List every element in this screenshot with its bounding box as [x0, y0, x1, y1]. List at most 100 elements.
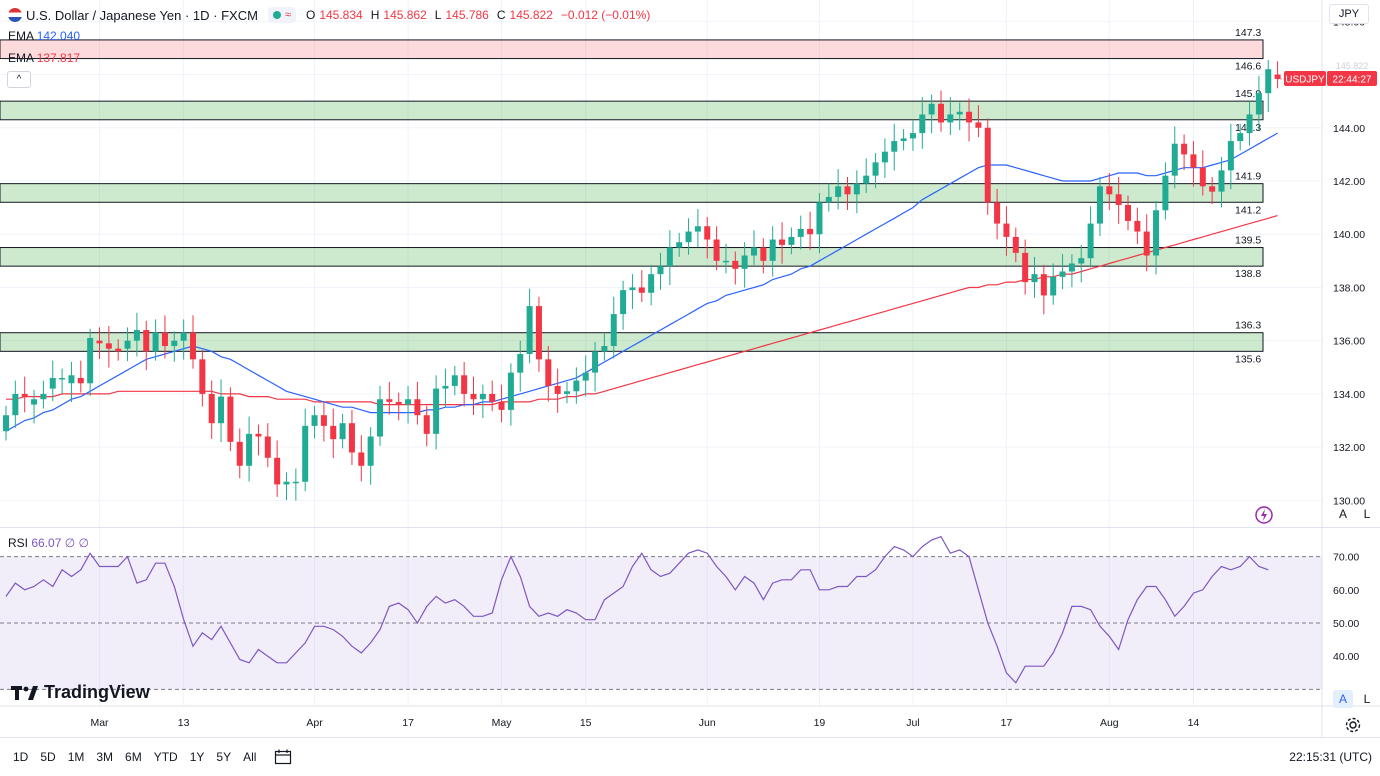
zone-1	[0, 100, 1264, 121]
candle	[1237, 123, 1244, 151]
candle-body	[1059, 271, 1066, 277]
candle	[545, 346, 552, 402]
calendar-icon[interactable]	[274, 749, 292, 765]
candle	[59, 368, 66, 394]
candle	[311, 405, 318, 439]
candle-body	[320, 415, 327, 426]
ema-fast-legend[interactable]: EMA 142.040	[8, 29, 80, 43]
currency-selector[interactable]: JPY	[1329, 4, 1369, 24]
zone-bottom-label: 141.2	[1235, 204, 1261, 216]
timeframe-button-1y[interactable]: 1Y	[189, 750, 205, 764]
candle	[975, 105, 982, 138]
log-scale-button[interactable]: L	[1363, 507, 1371, 521]
timeframe-button-ytd[interactable]: YTD	[153, 750, 178, 764]
time-tick-label: 19	[814, 717, 826, 729]
zone-3	[0, 247, 1264, 267]
candle-body	[77, 377, 84, 384]
candle-body	[3, 415, 9, 432]
rsi-auto-scale-button[interactable]: A	[1333, 690, 1353, 708]
timeframe-button-6m[interactable]: 6M	[125, 750, 142, 764]
tradingview-logo[interactable]: TradingView	[11, 682, 150, 703]
candle-body	[919, 114, 926, 134]
timeframe-button-5d[interactable]: 5D	[40, 750, 56, 764]
price-tick-label: 140.00	[1333, 229, 1365, 241]
zone-2	[0, 183, 1264, 203]
candle	[1031, 256, 1038, 298]
candle-body	[938, 103, 944, 123]
rsi-legend[interactable]: RSI 66.07 ∅ ∅	[8, 536, 89, 550]
rsi-log-scale-button[interactable]: L	[1363, 692, 1371, 706]
candle-body	[1125, 204, 1131, 221]
candle	[1218, 157, 1225, 208]
candle	[433, 375, 440, 450]
zone-bottom-label: 146.6	[1235, 61, 1261, 73]
candle-body	[797, 228, 804, 237]
candle-body	[638, 287, 645, 293]
candle	[1171, 126, 1178, 189]
time-tick-label: May	[492, 717, 513, 729]
candle	[489, 380, 496, 412]
candle-body	[881, 151, 888, 163]
price-tick-label: 134.00	[1333, 389, 1365, 401]
timeframe-button-3m[interactable]: 3M	[96, 750, 114, 764]
candle-body	[1265, 69, 1272, 94]
zone-4	[0, 332, 1264, 352]
candle-body	[685, 231, 692, 243]
candle	[1087, 206, 1094, 268]
candle	[348, 409, 355, 465]
candle	[143, 320, 150, 371]
candle	[1265, 59, 1272, 113]
timeframe-button-all[interactable]: All	[243, 750, 257, 764]
close-label: C	[496, 8, 506, 22]
candle	[816, 192, 823, 254]
timeframe-button-5y[interactable]: 5Y	[216, 750, 232, 764]
candle	[713, 226, 720, 271]
timeframe-button-1d[interactable]: 1D	[13, 750, 29, 764]
rsi-line	[5, 535, 1269, 684]
candle	[657, 252, 664, 290]
candle	[302, 408, 309, 492]
candle-body	[779, 239, 786, 245]
candle	[769, 226, 776, 277]
candle	[190, 315, 196, 369]
zone-0	[0, 39, 1264, 60]
zone-top-label: 141.9	[1235, 171, 1261, 183]
timeframe-button-1m[interactable]: 1M	[67, 750, 85, 764]
candle	[1181, 134, 1188, 171]
auto-scale-button[interactable]: A	[1338, 507, 1347, 521]
candle	[124, 327, 131, 362]
candle-body	[1274, 74, 1281, 79]
candle-body	[666, 247, 673, 267]
candle-body	[96, 340, 103, 344]
candle	[105, 326, 112, 368]
time-tick-label: 13	[178, 717, 190, 729]
candle	[956, 102, 963, 131]
candle-body	[545, 359, 552, 386]
candle-body	[1078, 258, 1085, 264]
market-status-pill[interactable]: ≈	[267, 7, 296, 23]
candle	[947, 97, 954, 135]
gear-icon[interactable]	[1344, 716, 1362, 734]
candle	[648, 264, 655, 306]
symbol-title[interactable]: U.S. Dollar / Japanese Yen · 1D · FXCM	[26, 7, 258, 23]
lightning-icon[interactable]	[1254, 505, 1274, 525]
time-tick-label: 17	[1001, 717, 1013, 729]
candle-body	[1153, 210, 1160, 256]
candle	[676, 232, 683, 257]
candle-body	[1068, 263, 1075, 272]
rsi-label: RSI	[8, 536, 29, 550]
candle-body	[311, 415, 318, 426]
ema-slow-legend[interactable]: EMA 137.817	[8, 51, 80, 65]
candle-body	[395, 401, 402, 405]
ema-slow-value: 137.817	[36, 51, 81, 65]
candle-body	[367, 436, 374, 466]
candle	[704, 216, 711, 259]
utc-clock[interactable]: 22:15:31 (UTC)	[1289, 750, 1372, 764]
market-open-icon	[272, 11, 281, 19]
candle-body	[414, 399, 421, 416]
collapse-legend-button[interactable]: ^	[7, 71, 31, 88]
candle-body	[657, 266, 664, 275]
candle-body	[1040, 274, 1047, 296]
candle	[685, 218, 692, 255]
